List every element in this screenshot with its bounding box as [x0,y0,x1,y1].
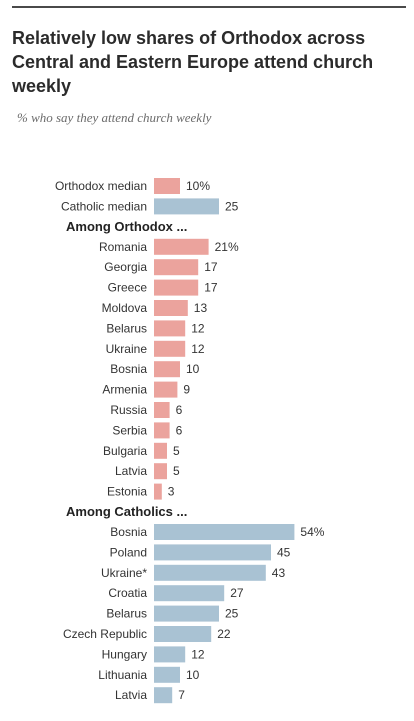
value-label-russia: 6 [176,403,183,417]
value-label-ukraine: 43 [272,566,286,580]
category-label-belarus: Belarus [106,607,147,621]
category-label-bosnia: Bosnia [110,525,147,539]
value-label-bosnia: 10 [186,362,200,376]
value-label-bosnia: 54% [300,525,324,539]
bar-catholic-median [154,198,219,215]
value-label-greece: 17 [204,281,218,295]
bar-moldova [154,300,188,316]
value-label-orthodox-median: 10% [186,179,210,193]
bar-serbia [154,422,170,439]
bar-ukraine [154,564,266,581]
value-label-czech-republic: 22 [217,627,231,641]
value-label-ukraine: 12 [191,342,205,356]
category-label-czech-republic: Czech Republic [63,627,147,641]
category-label-orthodox-median: Orthodox median [55,179,147,193]
category-label-ukraine: Ukraine* [101,566,147,580]
category-label-estonia: Estonia [107,485,147,499]
category-label-armenia: Armenia [102,383,147,397]
bar-poland [154,544,271,561]
category-label-romania: Romania [99,240,147,254]
category-label-bosnia: Bosnia [110,362,147,376]
value-label-bulgaria: 5 [173,444,180,458]
bar-romania [154,238,209,255]
bar-armenia [154,381,178,398]
bar-latvia [154,687,173,704]
group-heading: Among Catholics ... [66,504,187,519]
bar-orthodox-median [154,178,180,194]
category-label-georgia: Georgia [104,260,147,274]
bar-estonia [154,483,162,500]
bar-croatia [154,585,225,602]
bar-latvia [154,463,167,480]
bar-bosnia [154,524,295,540]
category-label-latvia: Latvia [115,688,147,702]
value-label-latvia: 5 [173,464,180,478]
bar-bulgaria [154,442,167,459]
value-label-belarus: 25 [225,607,239,621]
category-label-lithuania: Lithuania [98,668,147,682]
value-label-moldova: 13 [194,301,208,315]
category-label-hungary: Hungary [102,647,147,661]
category-label-russia: Russia [110,403,147,417]
bar-lithuania [154,666,180,683]
bar-belarus [154,605,219,622]
category-label-serbia: Serbia [112,423,147,437]
value-label-belarus: 12 [191,321,205,335]
category-label-greece: Greece [108,281,148,295]
bar-hungary [154,646,186,663]
value-label-lithuania: 10 [186,668,200,682]
bar-belarus [154,320,186,337]
value-label-croatia: 27 [230,586,244,600]
category-label-latvia: Latvia [115,464,147,478]
category-label-ukraine: Ukraine [106,342,148,356]
group-heading: Among Orthodox ... [66,219,187,234]
value-label-armenia: 9 [183,383,190,397]
category-label-croatia: Croatia [108,586,147,600]
top-rule [12,6,406,8]
bar-czech-republic [154,626,212,642]
value-label-estonia: 3 [168,485,175,499]
value-label-poland: 45 [277,545,291,559]
value-label-georgia: 17 [204,260,218,274]
bar-bosnia [154,361,180,378]
chart-subtitle: % who say they attend church weekly [17,110,212,125]
bar-ukraine [154,340,186,357]
category-label-moldova: Moldova [102,301,148,315]
category-label-catholic-median: Catholic median [61,199,147,213]
value-label-latvia: 7 [178,688,185,702]
bar-russia [154,402,170,418]
value-label-serbia: 6 [176,423,183,437]
category-label-bulgaria: Bulgaria [103,444,147,458]
chart-title: Relatively low shares of Orthodox across… [12,28,374,96]
value-label-hungary: 12 [191,647,205,661]
value-label-romania: 21% [215,240,239,254]
category-label-poland: Poland [110,545,147,559]
category-label-belarus: Belarus [106,321,147,335]
value-label-catholic-median: 25 [225,199,239,213]
bar-georgia [154,259,199,276]
bar-greece [154,279,199,296]
